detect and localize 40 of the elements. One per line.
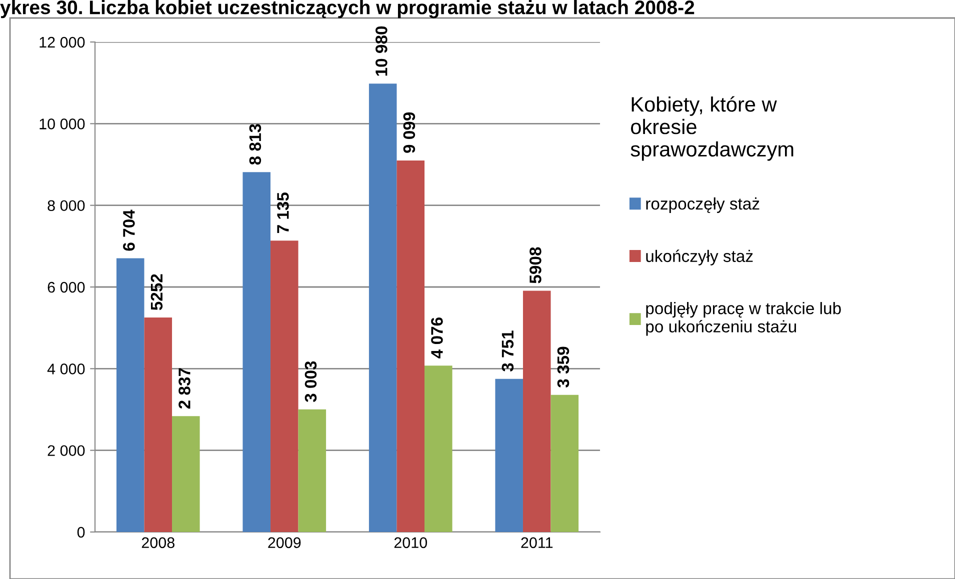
data-label: 8 813 bbox=[249, 124, 262, 165]
bar bbox=[172, 416, 200, 532]
data-label: 5252 bbox=[150, 274, 163, 310]
y-tick-label: 10 000 bbox=[40, 118, 85, 130]
x-tick-label: 2008 bbox=[142, 537, 174, 548]
y-tick-label: 2 000 bbox=[48, 445, 85, 456]
bar bbox=[116, 258, 144, 532]
data-label: 3 359 bbox=[557, 346, 570, 388]
chart-title: ykres 30. Liczba kobiet uczestniczących w programie stażu w latach 2008-2 bbox=[0, 0, 694, 18]
data-label: 9 099 bbox=[403, 112, 416, 153]
y-tick-label: 8 000 bbox=[48, 200, 85, 212]
data-label: 2 837 bbox=[178, 368, 190, 409]
bar bbox=[298, 409, 326, 532]
data-label: 4 076 bbox=[431, 318, 443, 358]
bar bbox=[242, 172, 270, 532]
legend-title: Kobiety, które w okresie sprawozdawczym bbox=[630, 96, 794, 161]
y-tick-label: 12 000 bbox=[40, 36, 85, 48]
y-tick-label: 6 000 bbox=[48, 282, 85, 293]
data-label: 7 135 bbox=[277, 192, 289, 233]
y-tick-label: 4 000 bbox=[47, 364, 85, 374]
data-label: 10 980 bbox=[376, 26, 388, 76]
bar bbox=[368, 84, 397, 532]
legend-label: rozpoczęły staż bbox=[646, 197, 760, 213]
data-label: 3 751 bbox=[502, 330, 514, 372]
bar bbox=[522, 290, 551, 532]
bar bbox=[495, 378, 523, 532]
bar bbox=[144, 318, 172, 532]
x-tick-label: 2009 bbox=[268, 537, 301, 548]
data-label: 5908 bbox=[530, 247, 542, 284]
legend-label: podjęły pracę w trakcie lub po ukończeniu stażu bbox=[646, 302, 841, 336]
y-tick-label: 0 bbox=[77, 526, 85, 538]
x-tick-label: 2010 bbox=[394, 537, 428, 548]
data-label: 6 704 bbox=[123, 210, 135, 251]
legend-label: ukończyły staż bbox=[646, 250, 753, 266]
x-tick-label: 2011 bbox=[521, 537, 553, 548]
bar bbox=[424, 366, 452, 532]
data-label: 3 003 bbox=[304, 361, 317, 402]
bar bbox=[270, 240, 298, 532]
bar bbox=[550, 394, 579, 532]
bar bbox=[396, 160, 425, 532]
